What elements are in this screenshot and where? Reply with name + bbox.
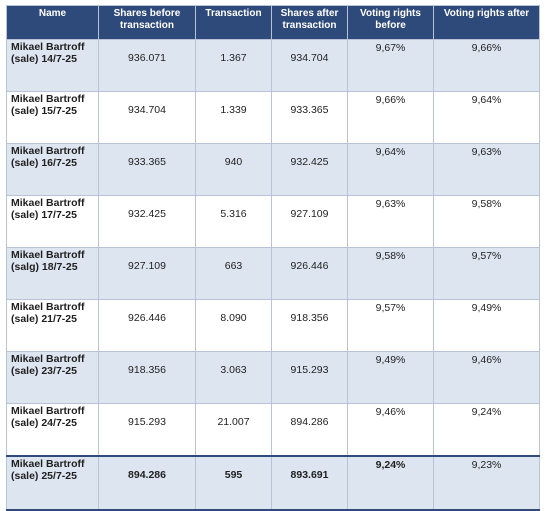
cell-voting-after: 9,64% bbox=[433, 91, 540, 144]
cell-voting-before: 9,66% bbox=[347, 91, 434, 144]
cell-shares-after: 927.109 bbox=[271, 195, 348, 248]
header-voting-after: Voting rights after bbox=[433, 5, 540, 40]
table-row: Mikael Bartroff (sale) 17/7-25 932.425 5… bbox=[6, 195, 540, 248]
cell-transaction: 3.063 bbox=[195, 351, 272, 404]
cell-transaction: 1.339 bbox=[195, 91, 272, 144]
header-shares-before: Shares before transaction bbox=[98, 5, 196, 40]
transactions-table-container: Name Shares before transaction Transacti… bbox=[6, 5, 540, 511]
cell-shares-before: 932.425 bbox=[98, 195, 196, 248]
cell-voting-after: 9,66% bbox=[433, 39, 540, 92]
cell-name: Mikael Bartroff (sale) 14/7-25 bbox=[6, 39, 99, 92]
table-row: Mikael Bartroff (sale) 21/7-25 926.446 8… bbox=[6, 299, 540, 352]
cell-shares-after: 894.286 bbox=[271, 403, 348, 457]
header-voting-before: Voting rights before bbox=[347, 5, 434, 40]
cell-voting-before: 9,57% bbox=[347, 299, 434, 352]
cell-name: Mikael Bartroff (sale) 16/7-25 bbox=[6, 143, 99, 196]
cell-name: Mikael Bartroff (sale) 21/7-25 bbox=[6, 299, 99, 352]
cell-shares-before: 926.446 bbox=[98, 299, 196, 352]
cell-name: Mikael Bartroff (salg) 18/7-25 bbox=[6, 247, 99, 300]
cell-shares-after: 934.704 bbox=[271, 39, 348, 92]
cell-voting-after: 9,46% bbox=[433, 351, 540, 404]
cell-transaction: 8.090 bbox=[195, 299, 272, 352]
table-row: Mikael Bartroff (sale) 23/7-25 918.356 3… bbox=[6, 351, 540, 404]
cell-voting-before: 9,46% bbox=[347, 403, 434, 457]
cell-name: Mikael Bartroff (sale) 17/7-25 bbox=[6, 195, 99, 248]
cell-shares-after: 933.365 bbox=[271, 91, 348, 144]
cell-shares-before: 894.286 bbox=[98, 455, 196, 511]
cell-shares-before: 936.071 bbox=[98, 39, 196, 92]
cell-shares-after: 926.446 bbox=[271, 247, 348, 300]
cell-voting-after: 9,63% bbox=[433, 143, 540, 196]
cell-voting-before: 9,49% bbox=[347, 351, 434, 404]
cell-shares-after: 932.425 bbox=[271, 143, 348, 196]
table-row: Mikael Bartroff (sale) 14/7-25 936.071 1… bbox=[6, 39, 540, 92]
table-row: Mikael Bartroff (sale) 24/7-25 915.293 2… bbox=[6, 403, 540, 457]
table-header: Name Shares before transaction Transacti… bbox=[6, 5, 540, 40]
cell-transaction: 595 bbox=[195, 455, 272, 511]
cell-shares-after: 915.293 bbox=[271, 351, 348, 404]
cell-transaction: 1.367 bbox=[195, 39, 272, 92]
cell-voting-before: 9,63% bbox=[347, 195, 434, 248]
cell-name: Mikael Bartroff (sale) 25/7-25 bbox=[6, 455, 99, 511]
cell-voting-after: 9,24% bbox=[433, 403, 540, 457]
cell-name: Mikael Bartroff (sale) 23/7-25 bbox=[6, 351, 99, 404]
cell-name: Mikael Bartroff (sale) 15/7-25 bbox=[6, 91, 99, 144]
cell-voting-before: 9,24% bbox=[347, 455, 434, 511]
cell-shares-before: 934.704 bbox=[98, 91, 196, 144]
cell-transaction: 21.007 bbox=[195, 403, 272, 457]
header-transaction: Transaction bbox=[195, 5, 272, 40]
cell-voting-before: 9,67% bbox=[347, 39, 434, 92]
cell-name: Mikael Bartroff (sale) 24/7-25 bbox=[6, 403, 99, 457]
transactions-table: Name Shares before transaction Transacti… bbox=[6, 5, 540, 511]
cell-shares-before: 915.293 bbox=[98, 403, 196, 457]
cell-shares-after: 918.356 bbox=[271, 299, 348, 352]
cell-transaction: 5.316 bbox=[195, 195, 272, 248]
cell-transaction: 940 bbox=[195, 143, 272, 196]
cell-voting-after: 9,57% bbox=[433, 247, 540, 300]
header-shares-after: Shares after transaction bbox=[271, 5, 348, 40]
cell-voting-after: 9,49% bbox=[433, 299, 540, 352]
header-name: Name bbox=[6, 5, 99, 40]
table-body: Mikael Bartroff (sale) 14/7-25 936.071 1… bbox=[6, 39, 540, 511]
cell-voting-after: 9,23% bbox=[433, 455, 540, 511]
table-row-latest: Mikael Bartroff (sale) 25/7-25 894.286 5… bbox=[6, 455, 540, 511]
cell-shares-before: 927.109 bbox=[98, 247, 196, 300]
cell-voting-before: 9,58% bbox=[347, 247, 434, 300]
cell-shares-after: 893.691 bbox=[271, 455, 348, 511]
cell-voting-before: 9,64% bbox=[347, 143, 434, 196]
cell-transaction: 663 bbox=[195, 247, 272, 300]
cell-shares-before: 933.365 bbox=[98, 143, 196, 196]
table-row: Mikael Bartroff (salg) 18/7-25 927.109 6… bbox=[6, 247, 540, 300]
cell-shares-before: 918.356 bbox=[98, 351, 196, 404]
header-row: Name Shares before transaction Transacti… bbox=[6, 5, 540, 40]
table-row: Mikael Bartroff (sale) 15/7-25 934.704 1… bbox=[6, 91, 540, 144]
table-row: Mikael Bartroff (sale) 16/7-25 933.365 9… bbox=[6, 143, 540, 196]
cell-voting-after: 9,58% bbox=[433, 195, 540, 248]
